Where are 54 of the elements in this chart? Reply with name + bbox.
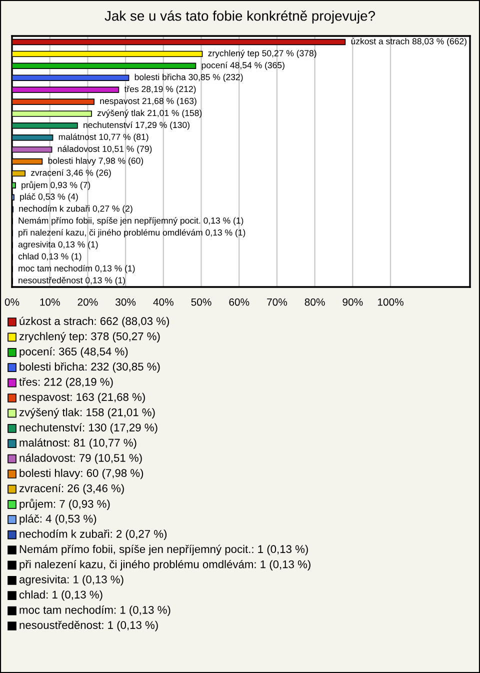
x-tick-label: 90% (342, 298, 363, 306)
category-label: nechodím k zubaři 0,27 % (2) (19, 205, 132, 214)
text: pocení: 365 (48,54 %) (20, 347, 128, 358)
text: třes: 212 (28,19 %) (19, 378, 113, 388)
category-label: agresivita 0,13 % (1) (18, 241, 98, 250)
chart-title: Jak se u vás tato fobie konkrétně projevuje? (104, 10, 375, 24)
category-label: nesoustředěnost 0,13 % (1) (18, 276, 125, 286)
category-label: při nalezení kazu, či jiného problému omdlévám 0,13 % (1) (18, 229, 246, 238)
text: při nalezení kazu, či jiného problému omdlévám: 1 (0,13 %) (20, 560, 310, 570)
x-tick-label: 50% (191, 298, 212, 306)
x-tick-label: 20% (78, 298, 98, 306)
text: úzkost a strach: 662 (88,03 %) (20, 316, 170, 328)
category-label: moc tam nechodím 0,13 % (1) (18, 264, 135, 274)
x-tick-label: 10% (40, 298, 60, 306)
text: nechutenství: 130 (17,29 %) (20, 423, 158, 434)
text: zvracení: 26 (3,46 %) (19, 484, 124, 494)
category-label: nespavost 21,68 % (163) (100, 98, 196, 106)
category-label: náladovost 10,51 % (79) (58, 145, 152, 154)
text: nespavost: 163 (21,68 %) (20, 392, 145, 404)
category-label: pláč 0,53 % (4) (20, 193, 78, 202)
text: pláč: 4 (0,53 %) (20, 514, 96, 525)
x-tick-label: 70% (267, 298, 288, 306)
category-label: zvýšený tlak 21,01 % (158) (97, 110, 202, 118)
text: nesoustředěnost: 1 (0,13 %) (20, 620, 158, 632)
category-label: nechutenství 17,29 % (130) (84, 122, 190, 130)
text: Nemám přímo fobii, spíše jen nepříjemný pocit.: 1 (0,13 %) (20, 544, 308, 556)
category-label: zrychlený tep 50,27 % (378) (208, 50, 316, 58)
text: bolesti břicha: 232 (30,85 %) (20, 362, 160, 373)
text: průjem: 7 (0,93 %) (20, 498, 110, 510)
text: bolesti hlavy: 60 (7,98 %) (20, 468, 144, 480)
text: chlad: 1 (0,13 %) (19, 590, 102, 601)
x-tick-label: 60% (229, 298, 250, 306)
x-tick-label: 100% (378, 298, 404, 306)
category-label: chlad 0,13 % (1) (18, 253, 82, 262)
category-label: malátnost 10,77 % (81) (58, 133, 148, 142)
x-tick-label: 80% (304, 298, 325, 306)
category-label: pocení 48,54 % (365) (202, 62, 284, 70)
text: zrychlený tep: 378 (50,27 %) (19, 332, 160, 342)
category-label: úzkost a strach 88,03 % (662) (351, 38, 466, 46)
category-label: zvracení 3,46 % (26) (31, 169, 111, 178)
x-tick-label: 0% (4, 298, 20, 306)
x-tick-label: 30% (116, 298, 136, 306)
text: zvýšený tlak: 158 (21,01 %) (19, 408, 155, 418)
category-label: bolesti hlavy 7,98 % (60) (48, 157, 144, 166)
text: malátnost: 81 (10,77 %) (20, 438, 136, 449)
category-label: bolesti břicha 30,85 % (232) (134, 74, 243, 82)
category-label: Nemám přímo fobii, spíše jen nepříjemný pocit. 0,13 % (1) (18, 217, 244, 226)
x-tick-label: 40% (153, 298, 174, 306)
category-label: průjem 0,93 % (7) (22, 180, 90, 190)
text: moc tam nechodím: 1 (0,13 %) (20, 606, 170, 616)
text: agresivita: 1 (0,13 %) (19, 575, 124, 586)
category-label: třes 28,19 % (212) (124, 86, 196, 94)
text: nechodím k zubaři: 2 (0,27 %) (20, 530, 167, 540)
text: náladovost: 79 (10,51 %) (20, 454, 142, 464)
